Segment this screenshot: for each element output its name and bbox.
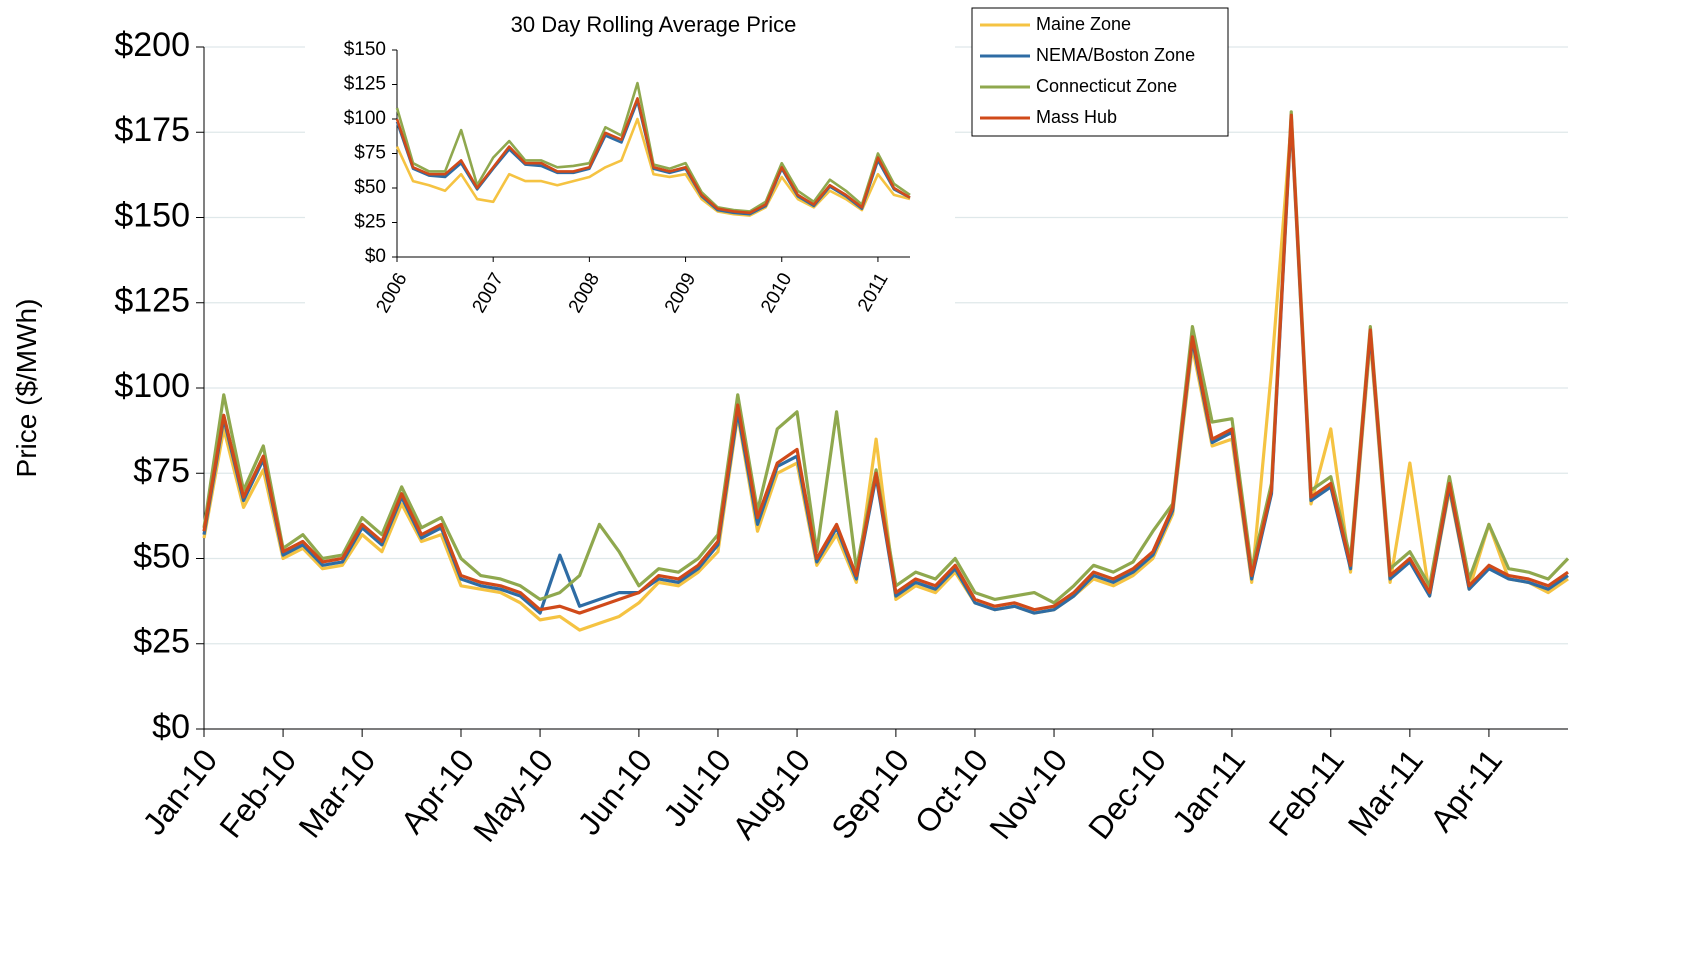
y-tick-label: $100 <box>114 367 190 405</box>
y-tick-label: $25 <box>354 212 386 233</box>
legend-label: NEMA/Boston Zone <box>1036 45 1195 65</box>
legend-label: Mass Hub <box>1036 107 1117 127</box>
series-line <box>395 117 911 217</box>
series-line <box>395 97 911 215</box>
legend-label: Maine Zone <box>1036 14 1131 34</box>
x-tick-label: Apr-11 <box>1423 742 1509 838</box>
x-tick-label: Feb-10 <box>212 742 303 844</box>
y-tick-label: $175 <box>114 111 190 149</box>
y-tick-label: $25 <box>133 623 190 661</box>
y-tick-label: $150 <box>114 196 190 234</box>
y-tick-label: $125 <box>114 282 190 320</box>
x-tick-label: Mar-10 <box>292 742 383 844</box>
chart-title: 30 Day Rolling Average Price <box>511 12 797 37</box>
x-tick-label: Jan-11 <box>1165 742 1252 839</box>
x-tick-label: Jun-10 <box>570 742 659 841</box>
legend: Maine Zone NEMA/Boston Zone Connecticut Zo… <box>971 7 1229 137</box>
legend-box <box>971 7 1229 137</box>
y-tick-label: $75 <box>133 452 190 490</box>
y-tick-label: $50 <box>354 177 386 198</box>
x-tick-label: Sep-10 <box>824 742 916 845</box>
x-tick-label: Aug-10 <box>725 742 817 845</box>
legend-label: Connecticut Zone <box>1036 76 1177 96</box>
x-tick-label: Feb-11 <box>1262 742 1351 842</box>
y-tick-label: $50 <box>133 537 190 575</box>
inset-background <box>305 10 955 345</box>
y-tick-label: $75 <box>354 143 386 164</box>
y-tick-label: $100 <box>344 108 386 129</box>
series-line <box>202 113 1569 615</box>
x-tick-label: May-10 <box>466 742 560 848</box>
x-tick-label: Oct-10 <box>908 742 995 840</box>
y-tick-label: $125 <box>344 74 386 95</box>
y-tick-label: $150 <box>344 39 386 60</box>
x-tick-label: Mar-11 <box>1341 742 1430 842</box>
x-tick-label: Jul-10 <box>656 742 738 833</box>
x-tick-label: Jan-10 <box>136 742 225 841</box>
y-tick-label: $200 <box>114 26 190 64</box>
y-axis-label: Price ($/MWh) <box>11 299 42 478</box>
x-tick-label: Nov-10 <box>982 742 1074 845</box>
y-tick-label: $0 <box>152 708 190 746</box>
y-tick-label: $0 <box>365 246 386 267</box>
x-tick-label: Dec-10 <box>1081 742 1173 845</box>
